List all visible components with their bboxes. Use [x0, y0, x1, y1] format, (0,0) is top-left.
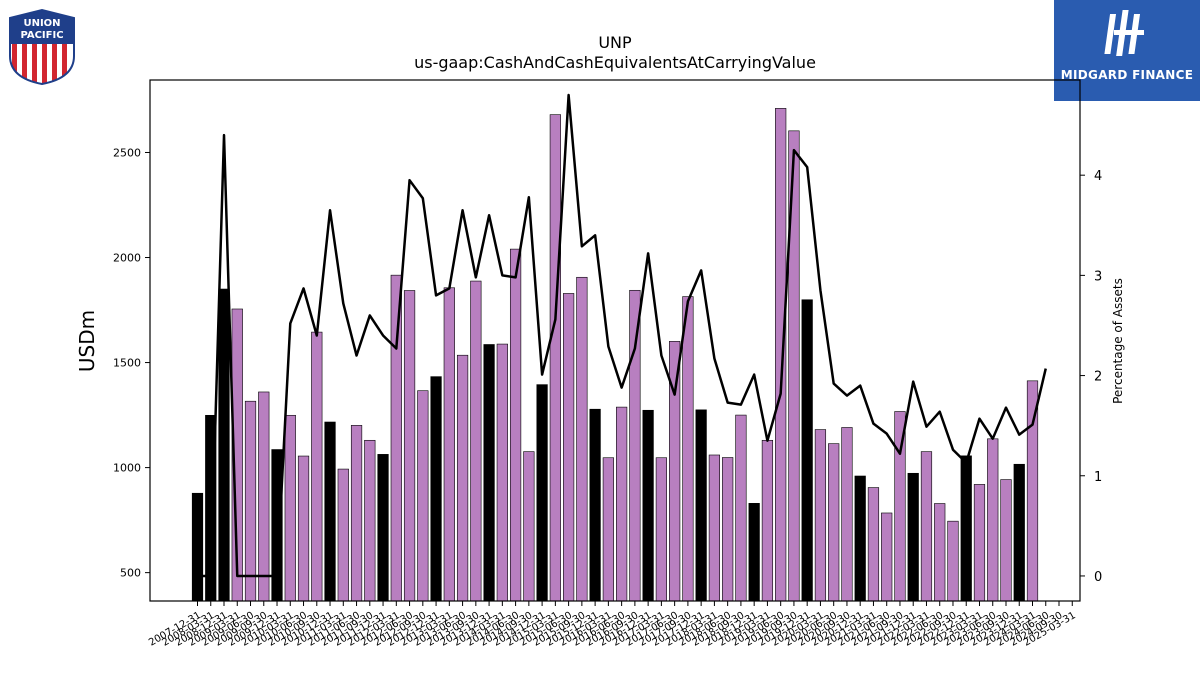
bar — [775, 108, 787, 602]
bar — [536, 384, 548, 602]
bar — [602, 457, 614, 602]
bar — [841, 427, 853, 602]
bar — [616, 406, 628, 602]
bar — [483, 344, 495, 602]
y-axis-label: USDm — [75, 310, 99, 372]
bar — [430, 376, 442, 602]
pct-assets-line — [197, 93, 1047, 578]
bar — [748, 503, 760, 602]
bar — [801, 299, 813, 602]
y2-tick-label: 4 — [1094, 169, 1102, 184]
brand-name: MIDGARD FINANCE — [1060, 68, 1194, 82]
bar — [589, 408, 601, 602]
bar — [563, 293, 575, 602]
bar — [443, 287, 455, 602]
y2-tick-label: 0 — [1094, 570, 1102, 585]
bar — [417, 390, 429, 602]
y-tick-label: 2000 — [113, 252, 141, 265]
bar — [191, 492, 204, 602]
bar — [973, 484, 986, 602]
axes: 5001000150020002500012342007-12-312008-0… — [113, 79, 1102, 649]
bar — [854, 475, 866, 602]
bar — [907, 472, 919, 602]
bar — [523, 451, 535, 602]
bar — [920, 451, 933, 602]
bar — [934, 503, 946, 602]
midgard-finance-logo: MIDGARD FINANCE — [1054, 0, 1200, 101]
bar — [708, 454, 720, 602]
bar — [867, 487, 880, 602]
bar — [1013, 463, 1025, 602]
bar — [695, 409, 707, 602]
y2-axis-label: Percentage of Assets — [1111, 278, 1125, 404]
bar — [390, 274, 402, 602]
bar — [682, 296, 694, 602]
y2-tick-label: 1 — [1094, 470, 1102, 485]
bar — [364, 439, 376, 602]
bar — [509, 248, 522, 602]
y-tick-label: 2500 — [113, 146, 141, 159]
svg-text:UNION: UNION — [23, 18, 60, 29]
y2-tick-label: 2 — [1094, 370, 1102, 385]
bar — [735, 414, 747, 602]
bar — [642, 409, 654, 602]
chart-title: UNP — [598, 33, 632, 52]
bar — [655, 457, 667, 602]
bar — [947, 520, 959, 602]
bar — [549, 114, 561, 602]
y-tick-label: 1500 — [113, 357, 141, 370]
bar — [761, 439, 774, 602]
bar — [1000, 479, 1012, 602]
bar — [814, 429, 827, 602]
y-tick-label: 1000 — [113, 462, 141, 475]
y-tick-label: 500 — [120, 567, 141, 580]
bar — [244, 400, 257, 602]
pct-assets-series — [197, 93, 1047, 578]
bar — [722, 457, 734, 602]
bar — [828, 443, 840, 602]
bar — [350, 425, 363, 602]
bar — [987, 438, 999, 602]
bar — [297, 455, 310, 602]
bar — [311, 331, 323, 602]
plot-frame — [149, 79, 1081, 602]
union-pacific-logo: UNION PACIFIC — [6, 8, 78, 86]
bar — [960, 455, 972, 602]
bar-series — [191, 108, 1039, 602]
bar — [258, 391, 270, 602]
chart-subtitle: us-gaap:CashAndCashEquivalentsAtCarrying… — [414, 53, 816, 72]
bar — [881, 512, 893, 602]
bar — [629, 289, 641, 602]
bar — [456, 354, 469, 602]
bar — [324, 421, 336, 602]
bar — [377, 454, 389, 602]
bar — [218, 288, 230, 602]
bar — [496, 343, 508, 602]
bar — [470, 280, 482, 602]
y2-tick-label: 3 — [1094, 269, 1102, 284]
bar — [403, 290, 416, 602]
svg-text:PACIFIC: PACIFIC — [20, 30, 63, 41]
bar — [337, 468, 349, 602]
bar — [576, 276, 588, 602]
bar — [284, 414, 296, 602]
